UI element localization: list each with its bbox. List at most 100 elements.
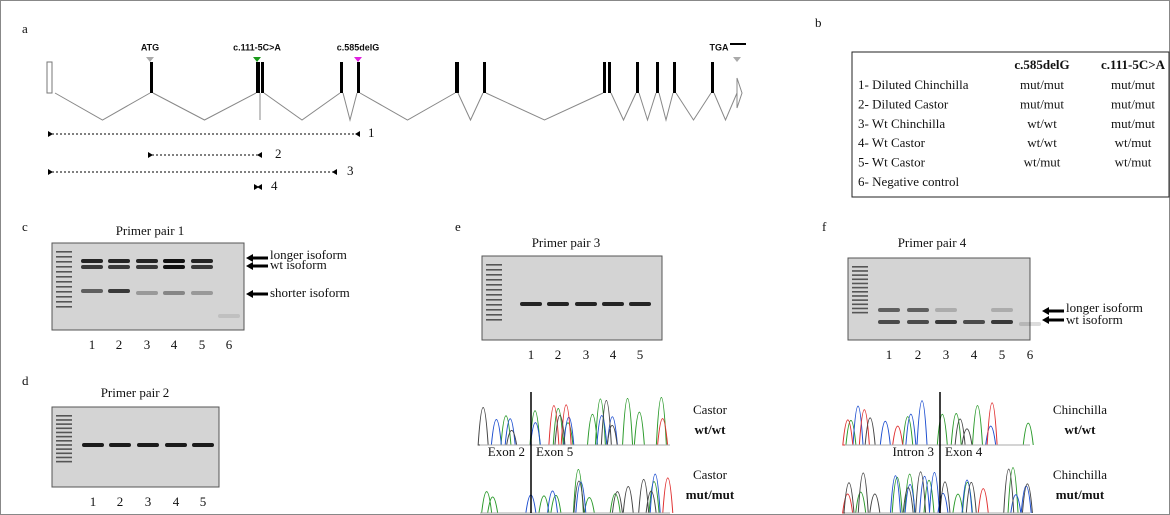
- trace: [477, 399, 618, 446]
- intron: [610, 92, 637, 122]
- band: [907, 308, 929, 312]
- ladder-band: [486, 309, 502, 311]
- arrow-head: [246, 290, 253, 298]
- exon: [483, 62, 486, 93]
- table-frame: [851, 51, 1170, 198]
- band: [109, 443, 131, 447]
- ladder-band: [56, 251, 72, 253]
- band: [191, 259, 213, 263]
- marker-arrow: [733, 57, 741, 62]
- arrow-label: shorter isoform: [270, 285, 350, 300]
- table-cell: wt/mut: [1115, 155, 1152, 170]
- band: [82, 443, 104, 447]
- primer: [254, 184, 259, 190]
- ladder-band: [56, 440, 72, 442]
- trace: [480, 396, 667, 446]
- marker-arrow: [146, 57, 154, 62]
- exon: [636, 62, 639, 93]
- ladder-band: [56, 266, 72, 268]
- lane-label: 4: [173, 494, 180, 509]
- ladder-band: [56, 306, 72, 308]
- table-cell: mut/mut: [1111, 77, 1155, 92]
- intron: [638, 92, 657, 122]
- ladder-band: [56, 415, 72, 417]
- ladder-band: [56, 431, 72, 434]
- band: [192, 443, 214, 447]
- band: [575, 302, 597, 306]
- lane-label: 2: [555, 347, 562, 362]
- band: [136, 265, 158, 269]
- primer: [48, 131, 53, 137]
- marker-label: c.585delG: [337, 42, 380, 52]
- lane-label: 3: [145, 494, 152, 509]
- trace-genotype: wt/wt: [1064, 422, 1096, 437]
- band: [602, 302, 624, 306]
- panel-label: b: [815, 15, 822, 30]
- ladder-band: [852, 282, 868, 285]
- arrow-head: [246, 262, 253, 270]
- intron: [658, 92, 674, 122]
- trace: [845, 405, 1034, 446]
- trace: [845, 472, 1032, 514]
- table-cell: wt/mut: [1115, 135, 1152, 150]
- arrow-label: wt isoform: [1066, 312, 1123, 327]
- ladder-band: [56, 444, 72, 446]
- panel-label: c: [22, 219, 28, 234]
- ladder-band: [56, 256, 72, 258]
- ladder-band: [852, 286, 868, 289]
- trace-genotype: mut/mut: [1056, 487, 1105, 502]
- table-cell: mut/mut: [1020, 96, 1064, 111]
- panel-label: f: [822, 219, 827, 234]
- lane-label: 3: [144, 337, 151, 352]
- ladder-band: [486, 279, 502, 281]
- band: [878, 308, 900, 312]
- band: [629, 302, 651, 306]
- primer-label: 1: [368, 125, 375, 140]
- exon: [46, 61, 53, 94]
- ladder-band: [486, 269, 502, 271]
- exon: [736, 77, 743, 109]
- intron: [359, 92, 456, 121]
- intron: [457, 92, 484, 122]
- exon: [261, 62, 264, 93]
- exon: [656, 62, 659, 93]
- ladder-band: [56, 296, 72, 298]
- ladder-band: [56, 448, 72, 450]
- band: [108, 289, 130, 293]
- intron: [485, 92, 604, 121]
- band: [163, 291, 185, 295]
- ladder-band: [486, 314, 502, 316]
- ladder-band: [852, 311, 868, 314]
- ladder-band: [56, 456, 72, 459]
- band: [935, 320, 957, 324]
- lane-label: 1: [90, 494, 97, 509]
- table-cell: mut/mut: [1020, 77, 1064, 92]
- ladder-band: [56, 271, 72, 273]
- table-cell: mut/mut: [1111, 96, 1155, 111]
- gel-title: Primer pair 1: [116, 223, 185, 238]
- ladder-band: [56, 423, 72, 425]
- panel-label: a: [22, 21, 28, 36]
- trace-sample: Castor: [693, 467, 728, 482]
- primer: [257, 152, 262, 158]
- trace: [480, 404, 669, 446]
- primer-label: 4: [271, 178, 278, 193]
- trace: [480, 478, 657, 514]
- marker-label: TGA: [710, 42, 729, 52]
- table-cell: wt/wt: [1027, 135, 1057, 150]
- junction-label: Exon 2: [488, 444, 525, 459]
- band: [136, 259, 158, 263]
- arrow-head: [1042, 316, 1049, 324]
- trace: [480, 477, 674, 514]
- lane-label: 5: [637, 347, 644, 362]
- intron: [152, 92, 257, 121]
- marker-label: ATG: [141, 42, 159, 52]
- band: [81, 259, 103, 263]
- arrow-label: wt isoform: [270, 257, 327, 272]
- ladder-band: [56, 419, 72, 421]
- ladder-band: [486, 319, 502, 321]
- primer: [355, 131, 360, 137]
- table-cell: 3- Wt Chinchilla: [858, 116, 945, 131]
- band: [907, 320, 929, 324]
- lane-label: 3: [943, 347, 950, 362]
